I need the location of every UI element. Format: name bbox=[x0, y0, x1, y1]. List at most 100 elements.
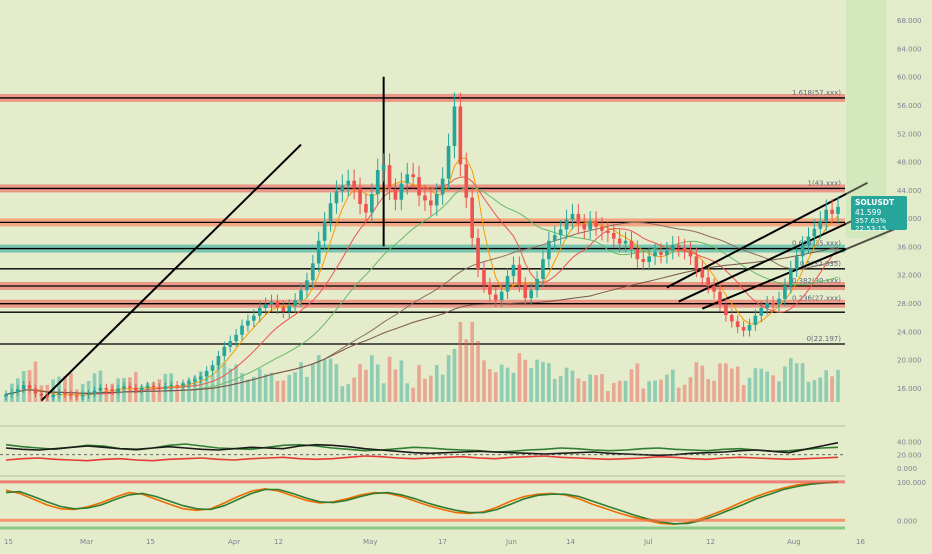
candle-body[interactable] bbox=[570, 213, 575, 220]
candle-body[interactable] bbox=[523, 284, 528, 299]
candle-body[interactable] bbox=[759, 307, 764, 316]
candle-body[interactable] bbox=[293, 300, 297, 306]
candle-body[interactable] bbox=[287, 305, 292, 312]
candle-body[interactable] bbox=[665, 250, 669, 255]
candle-body[interactable] bbox=[80, 394, 85, 397]
candle-body[interactable] bbox=[122, 386, 126, 389]
candle-body[interactable] bbox=[387, 165, 392, 190]
candle-body[interactable] bbox=[405, 174, 410, 184]
candle-body[interactable] bbox=[682, 247, 687, 251]
candle-body[interactable] bbox=[216, 356, 221, 366]
candle-body[interactable] bbox=[204, 370, 209, 377]
candle-body[interactable] bbox=[458, 106, 463, 165]
candlesticks[interactable] bbox=[4, 92, 840, 401]
candle-body[interactable] bbox=[181, 383, 185, 386]
candle-body[interactable] bbox=[753, 315, 758, 325]
candle-body[interactable] bbox=[27, 385, 32, 389]
price-axis[interactable]: 68.000 64.000 60.000 56.000 52.000 48.000 44.0… bbox=[846, 0, 932, 550]
candle-body[interactable] bbox=[98, 387, 103, 391]
candle-body[interactable] bbox=[676, 245, 681, 248]
candle-body[interactable] bbox=[812, 228, 817, 237]
candle-body[interactable] bbox=[535, 278, 539, 291]
candle-body[interactable] bbox=[452, 106, 457, 147]
candle-body[interactable] bbox=[488, 285, 492, 295]
candle-body[interactable] bbox=[777, 298, 781, 305]
candle-body[interactable] bbox=[836, 206, 840, 214]
candle-body[interactable] bbox=[558, 229, 563, 236]
candle-body[interactable] bbox=[647, 256, 651, 262]
candle-body[interactable] bbox=[86, 393, 91, 395]
candle-body[interactable] bbox=[423, 195, 427, 201]
candle-body[interactable] bbox=[800, 245, 805, 257]
candle-body[interactable] bbox=[328, 203, 333, 222]
candle-body[interactable] bbox=[541, 259, 545, 279]
candle-body[interactable] bbox=[694, 256, 699, 270]
candle-body[interactable] bbox=[139, 387, 144, 390]
candle-body[interactable] bbox=[240, 325, 244, 335]
candle-body[interactable] bbox=[128, 386, 132, 388]
candle-body[interactable] bbox=[169, 385, 174, 387]
candle-body[interactable] bbox=[505, 276, 510, 292]
candle-body[interactable] bbox=[364, 204, 368, 213]
candle-body[interactable] bbox=[830, 209, 834, 214]
candle-body[interactable] bbox=[623, 240, 628, 244]
candle-body[interactable] bbox=[74, 395, 79, 397]
symbol-price-tag[interactable]: SOLUSDT 41.599 357.63% 22:53:15 bbox=[851, 196, 907, 233]
candle-body[interactable] bbox=[33, 388, 38, 394]
oscillator-line[interactable] bbox=[5, 455, 839, 462]
candle-body[interactable] bbox=[729, 315, 734, 322]
candle-body[interactable] bbox=[57, 392, 61, 395]
candle-body[interactable] bbox=[246, 320, 250, 326]
candle-body[interactable] bbox=[275, 301, 280, 308]
candle-body[interactable] bbox=[104, 387, 109, 390]
candle-body[interactable] bbox=[340, 185, 345, 192]
candle-body[interactable] bbox=[611, 232, 616, 239]
candle-body[interactable] bbox=[429, 200, 433, 206]
candle-body[interactable] bbox=[252, 315, 256, 321]
trend-line[interactable] bbox=[40, 143, 302, 402]
candle-body[interactable] bbox=[21, 385, 26, 390]
candle-body[interactable] bbox=[641, 259, 646, 262]
oscillator-panel-1[interactable] bbox=[0, 425, 845, 462]
candle-body[interactable] bbox=[765, 303, 770, 308]
candle-body[interactable] bbox=[305, 280, 309, 291]
trend-line[interactable] bbox=[666, 181, 868, 289]
candle-body[interactable] bbox=[39, 393, 44, 396]
trend-lines[interactable] bbox=[40, 76, 898, 402]
candle-body[interactable] bbox=[735, 321, 740, 328]
candle-body[interactable] bbox=[517, 264, 522, 285]
oscillator-line[interactable] bbox=[5, 441, 839, 457]
candle-body[interactable] bbox=[222, 346, 227, 357]
candle-body[interactable] bbox=[316, 240, 321, 264]
candle-body[interactable] bbox=[564, 219, 569, 230]
candle-body[interactable] bbox=[747, 324, 752, 331]
candle-body[interactable] bbox=[133, 387, 138, 390]
candle-body[interactable] bbox=[818, 220, 823, 229]
candle-body[interactable] bbox=[670, 245, 675, 251]
candle-body[interactable] bbox=[629, 240, 634, 250]
candle-body[interactable] bbox=[511, 264, 516, 277]
candle-body[interactable] bbox=[482, 269, 486, 286]
candle-body[interactable] bbox=[434, 194, 439, 206]
candle-body[interactable] bbox=[346, 180, 351, 186]
candle-body[interactable] bbox=[606, 230, 610, 233]
candle-body[interactable] bbox=[228, 341, 233, 347]
oscillator-panel-2[interactable] bbox=[0, 475, 845, 530]
candle-body[interactable] bbox=[499, 291, 504, 301]
candle-body[interactable] bbox=[741, 327, 746, 331]
candle-body[interactable] bbox=[381, 165, 386, 171]
candle-body[interactable] bbox=[600, 226, 604, 231]
candle-body[interactable] bbox=[299, 290, 303, 301]
candle-body[interactable] bbox=[269, 301, 274, 305]
candle-body[interactable] bbox=[334, 191, 339, 204]
candle-body[interactable] bbox=[788, 269, 793, 287]
candle-body[interactable] bbox=[824, 209, 829, 221]
time-axis[interactable]: 15 Mar 15 Apr 12 May 17 Jun 14 Jul 12 Aug 16 bbox=[4, 538, 865, 546]
candle-body[interactable] bbox=[45, 395, 50, 398]
candle-body[interactable] bbox=[4, 394, 8, 397]
candle-body[interactable] bbox=[69, 394, 73, 396]
candle-body[interactable] bbox=[322, 221, 327, 241]
candle-body[interactable] bbox=[806, 236, 811, 246]
